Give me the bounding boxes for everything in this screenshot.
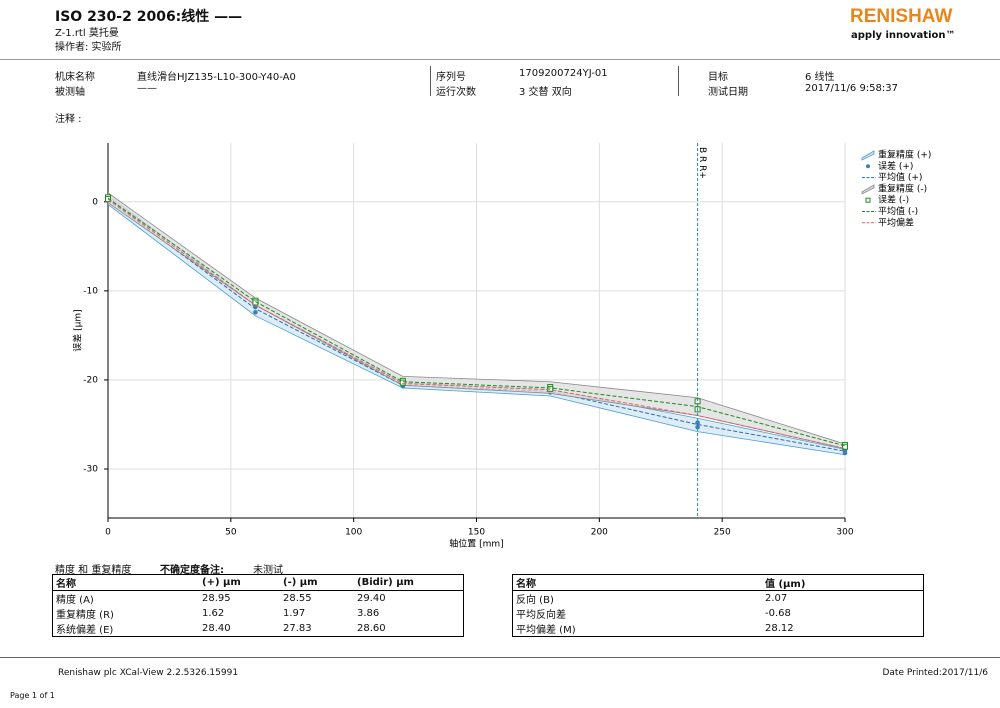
logo: RENISHAW xyxy=(850,6,953,27)
info-value: 6 线性 xyxy=(805,72,835,83)
y-axis-label: 误差 [µm] xyxy=(72,309,84,351)
chart: 0 50 100 150 200 250 300 0 -10 -20 -30 轴位置 [mm] 误差 [… xyxy=(72,143,931,550)
file-name: Z-1.rtl 莫托曼 xyxy=(55,28,119,39)
legend-label: 重复精度 (-) xyxy=(878,182,927,194)
td: 3.86 xyxy=(357,608,380,619)
mean-line xyxy=(107,198,846,450)
y-tick-label: -30 xyxy=(83,465,98,475)
divider xyxy=(0,59,1000,60)
td: 29.40 xyxy=(357,593,386,604)
x-tick-label: 0 xyxy=(105,528,111,538)
info-value: 3 交替 双向 xyxy=(519,87,572,98)
summary-table: 名称 (+) µm (-) µm (Bidir) µm 精度 (A) 28.95 28.5… xyxy=(52,574,464,637)
divider xyxy=(430,66,431,96)
x-tick-label: 300 xyxy=(836,528,853,538)
error-point xyxy=(842,443,848,450)
uncertainty-label: 不确定度备注: xyxy=(160,565,224,576)
td: 反向 (B) xyxy=(516,595,554,606)
x-tick-label: 250 xyxy=(714,528,731,538)
error-point xyxy=(253,309,258,315)
legend-icon xyxy=(865,197,871,203)
legend-label: 重复精度 (+) xyxy=(878,149,931,161)
td: 系统偏差 (E) xyxy=(56,625,114,636)
th: 名称 xyxy=(512,574,762,591)
info-label: 目标 xyxy=(708,72,728,83)
td: 精度 (A) xyxy=(56,595,94,606)
th: (-) µm xyxy=(280,574,354,591)
td: 28.12 xyxy=(765,623,794,634)
band-edge xyxy=(107,204,846,456)
section-title: 精度 和 重复精度 xyxy=(55,565,132,576)
legend-label: 平均值 (-) xyxy=(878,205,918,217)
info-label: 机床名称 xyxy=(55,72,95,83)
info-value: 直线滑台HJZ135-L10-300-Y40-A0 xyxy=(137,72,296,83)
y-tick-label: -10 xyxy=(83,286,98,296)
x-tick-label: 50 xyxy=(225,528,237,538)
legend-label: 平均值 (+) xyxy=(878,171,922,183)
error-point xyxy=(695,424,700,430)
th: 值 (µm) xyxy=(762,574,924,591)
info-label: 序列号 xyxy=(436,72,466,83)
td: -0.68 xyxy=(765,608,791,619)
legend-icon xyxy=(866,164,870,169)
divider xyxy=(678,66,679,96)
marker-label: B R R+ xyxy=(697,147,707,179)
uncertainty: 未测试 xyxy=(253,565,283,576)
backlash-table: 名称值 (µm) 反向 (B) 2.07 平均反向差 -0.68 平均偏差 (M) 2… xyxy=(512,574,924,637)
th: (+) µm xyxy=(199,574,280,591)
slogan: apply innovation™ xyxy=(851,30,956,41)
legend-label: 误差 (+) xyxy=(878,160,913,172)
info-value: 2017/11/6 9:58:37 xyxy=(805,83,899,94)
info-label: 测试日期 xyxy=(708,87,748,98)
y-tick-label: 0 xyxy=(92,197,98,207)
software: Renishaw plc XCal-View 2.2.5326.15991 xyxy=(58,668,239,678)
band-edge xyxy=(107,192,846,445)
legend-icon xyxy=(861,150,875,161)
td: 28.60 xyxy=(357,623,386,634)
info-value: 1709200724YJ-01 xyxy=(519,68,608,79)
y-tick-label: -20 xyxy=(83,375,98,385)
th: (Bidir) µm xyxy=(354,574,464,591)
td: 平均反向差 xyxy=(516,610,566,621)
repeatability-band xyxy=(108,192,845,449)
th: 名称 xyxy=(52,574,199,591)
x-axis-label: 轴位置 [mm] xyxy=(449,538,503,550)
td: 28.40 xyxy=(202,623,231,634)
td: 27.83 xyxy=(283,623,312,634)
divider xyxy=(0,657,1000,658)
info-label: 运行次数 xyxy=(436,87,476,98)
legend-icon xyxy=(861,184,875,195)
td: 28.55 xyxy=(283,593,312,604)
page-number: Page 1 of 1 xyxy=(10,691,55,700)
td: 28.95 xyxy=(202,593,231,604)
info-label: 被测轴 xyxy=(55,87,85,98)
info-value: —— xyxy=(137,83,157,94)
comment-label: 注释 : xyxy=(55,114,82,125)
td: 2.07 xyxy=(765,593,788,604)
report-title: ISO 230-2 2006:线性 —— xyxy=(55,9,243,25)
td: 1.62 xyxy=(202,608,225,619)
td: 1.97 xyxy=(283,608,306,619)
error-point xyxy=(547,385,554,392)
print-date: Date Printed:2017/11/6 xyxy=(882,668,988,678)
x-tick-label: 100 xyxy=(345,528,362,538)
td: 重复精度 (R) xyxy=(56,610,114,621)
mean-line xyxy=(107,197,846,447)
error-point xyxy=(695,420,700,425)
operator: 操作者: 实验所 xyxy=(55,42,122,53)
td: 平均偏差 (M) xyxy=(516,625,576,636)
legend-label: 平均偏差 xyxy=(878,216,914,228)
legend-label: 误差 (-) xyxy=(878,194,909,206)
x-tick-label: 200 xyxy=(591,528,608,538)
x-tick-label: 150 xyxy=(468,528,485,538)
